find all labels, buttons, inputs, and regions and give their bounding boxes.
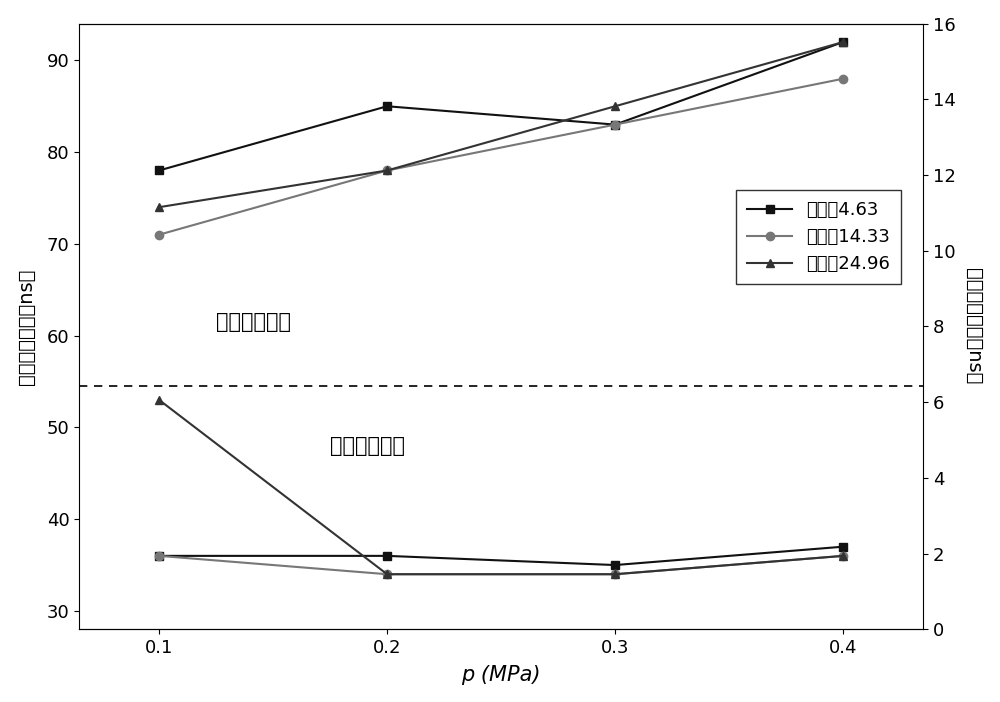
- 分压比4.63: [609, 120, 621, 128]
- Y-axis label: 平均击穿时延（ns）: 平均击穿时延（ns）: [17, 268, 36, 385]
- Text: 击穿时延抖动: 击穿时延抖动: [330, 436, 405, 456]
- Line: 分压比24.96: 分压比24.96: [155, 38, 847, 211]
- Y-axis label: 击穿时延抖动（ns）: 击穿时延抖动（ns）: [964, 268, 983, 385]
- 分压比24.96: [837, 38, 849, 46]
- 分压比24.96: [381, 166, 393, 175]
- Text: 平均击穿时延: 平均击穿时延: [216, 312, 291, 332]
- Line: 分压比14.33: 分压比14.33: [155, 74, 847, 239]
- 分压比4.63: [381, 102, 393, 110]
- 分压比14.33: [609, 120, 621, 128]
- 分压比14.33: [381, 166, 393, 175]
- 分压比4.63: [153, 166, 165, 175]
- Legend: 分压比4.63, 分压比14.33, 分压比24.96: 分压比4.63, 分压比14.33, 分压比24.96: [736, 190, 901, 284]
- 分压比14.33: [837, 74, 849, 83]
- 分压比14.33: [153, 230, 165, 239]
- Line: 分压比4.63: 分压比4.63: [155, 38, 847, 175]
- 分压比4.63: [837, 38, 849, 46]
- 分压比24.96: [153, 203, 165, 211]
- X-axis label: p (MPa): p (MPa): [461, 665, 541, 685]
- 分压比24.96: [609, 102, 621, 110]
